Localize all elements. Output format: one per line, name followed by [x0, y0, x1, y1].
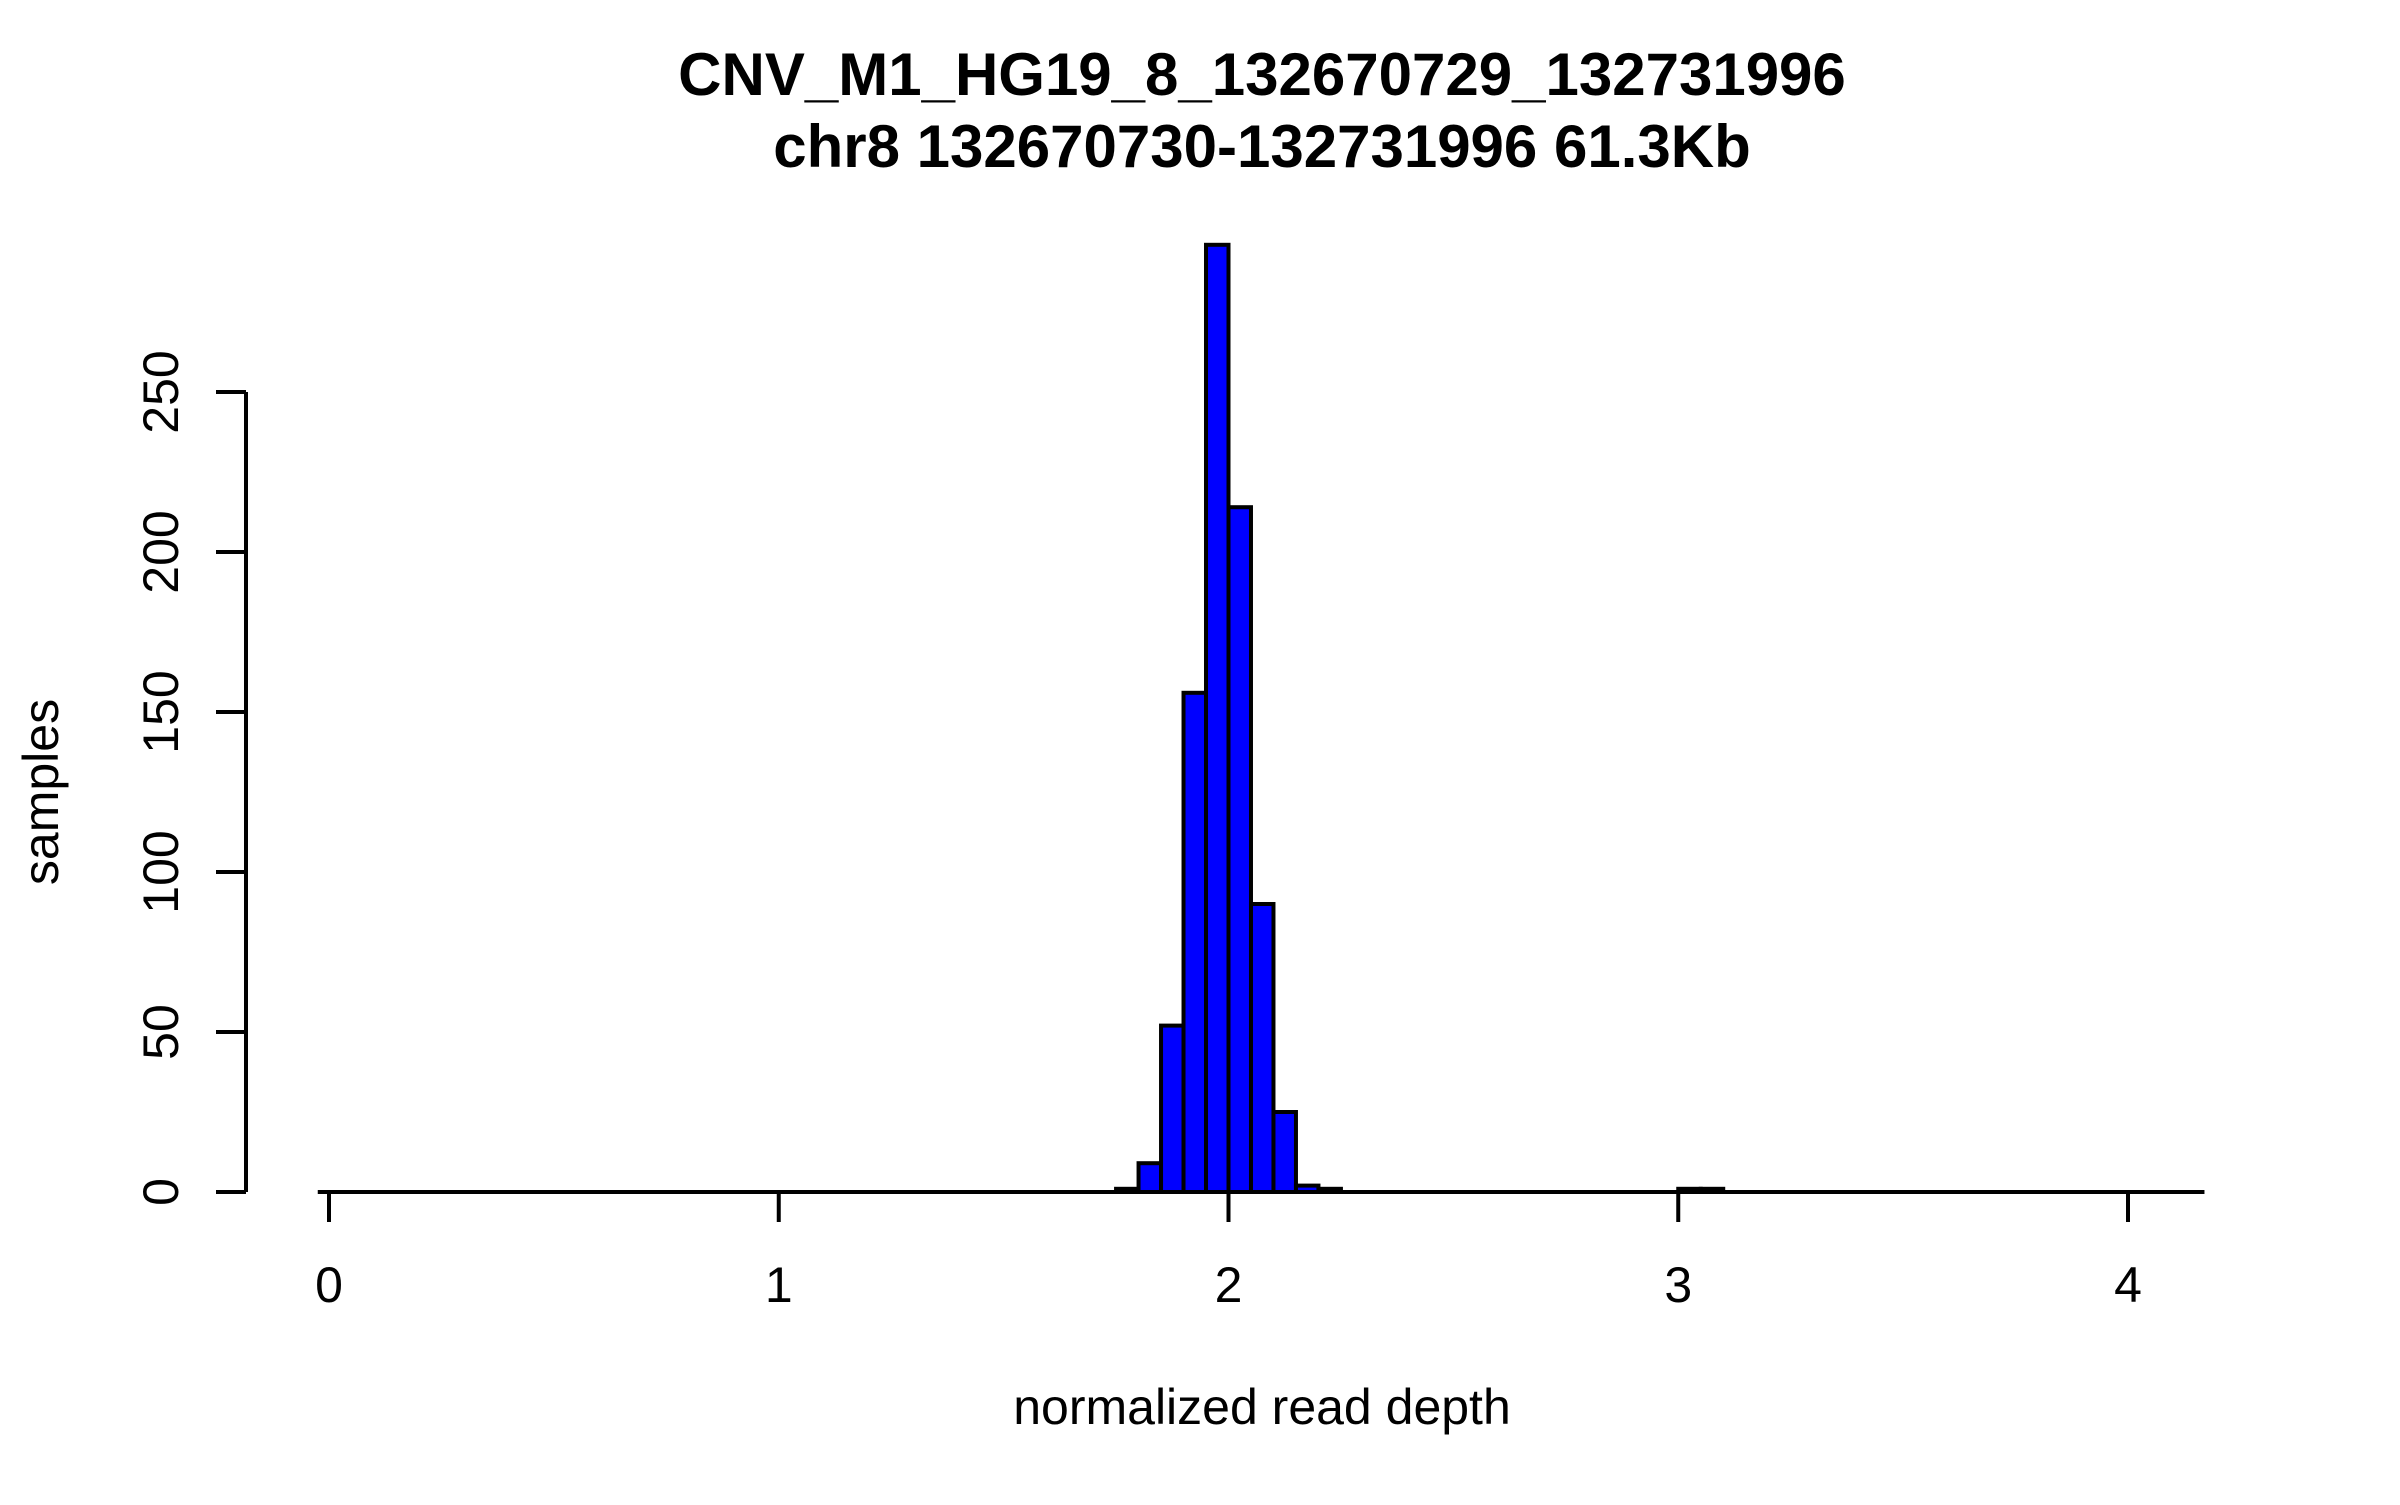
y-tick-label: 150 — [133, 670, 189, 753]
y-tick-label: 200 — [133, 510, 189, 593]
y-tick-label: 0 — [133, 1178, 189, 1206]
chart-title: CNV_M1_HG19_8_132670729_132731996 — [678, 41, 1846, 108]
histogram-bar — [1204, 242, 1231, 1195]
histogram-bar — [1159, 1023, 1186, 1194]
x-tick-label: 1 — [765, 1257, 793, 1313]
histogram-bar — [1698, 1186, 1726, 1195]
x-tick-label: 0 — [315, 1257, 343, 1313]
histogram-bar — [1676, 1186, 1703, 1195]
chart-marks: 0 1 2 3 4 0 50 100 150 200 250 — [133, 242, 2205, 1313]
histogram-bar — [1271, 1110, 1298, 1194]
histogram-bar — [1136, 1161, 1164, 1194]
y-tick-label: 50 — [133, 1004, 189, 1060]
histogram-bar — [1293, 1183, 1321, 1194]
histogram-bar — [1226, 505, 1253, 1194]
histogram-bar — [1181, 690, 1209, 1194]
x-axis-label: normalized read depth — [1013, 1379, 1511, 1435]
histogram-bar — [1114, 1186, 1141, 1195]
chart-subtitle: chr8 132670730-132731996 61.3Kb — [773, 113, 1750, 180]
y-tick-label: 100 — [133, 830, 189, 913]
y-tick-label: 250 — [133, 350, 189, 433]
x-tick-label: 2 — [1215, 1257, 1243, 1313]
x-tick-label: 3 — [1664, 1257, 1692, 1313]
x-tick-label: 4 — [2114, 1257, 2142, 1313]
histogram-bar — [1248, 902, 1276, 1194]
y-axis-label: samples — [13, 699, 69, 885]
histogram-bar — [1316, 1186, 1343, 1195]
